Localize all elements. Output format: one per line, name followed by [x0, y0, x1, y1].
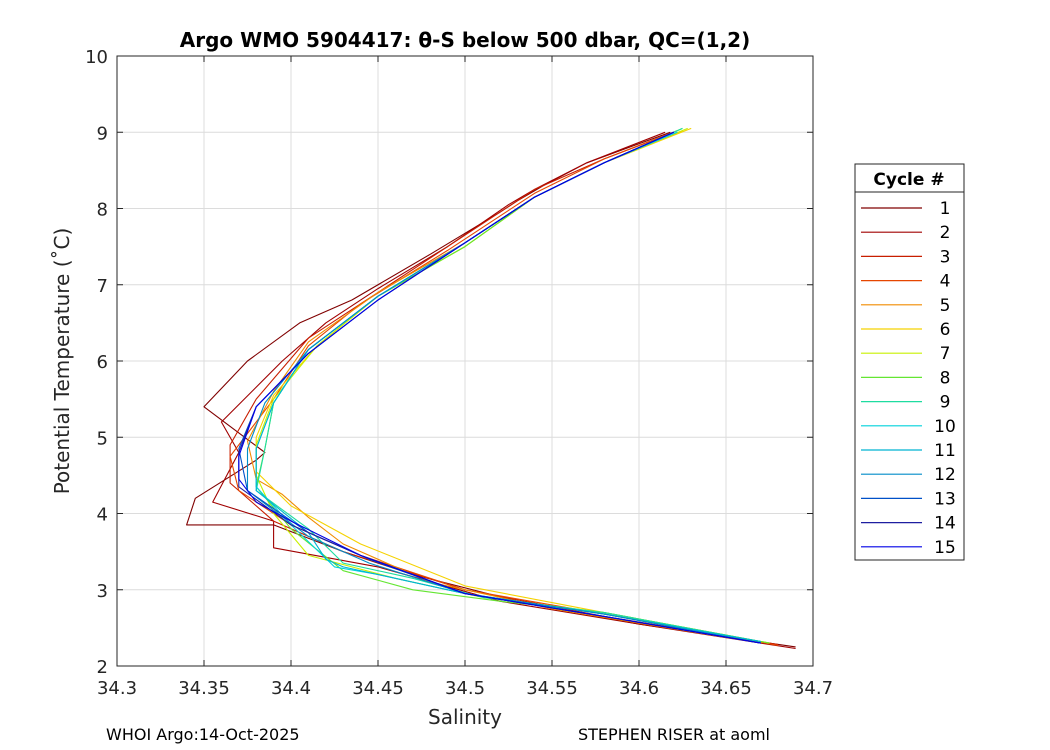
- legend-label: 10: [934, 417, 956, 437]
- legend-box: [854, 163, 965, 561]
- legend-label: 1: [940, 199, 951, 219]
- ticks: 34.3 34.35 34.4 34.45 34.5 34.55 34.6 34.65 34.7…: [85, 47, 833, 699]
- legend-label: 8: [940, 368, 951, 388]
- y-tick-label: 6: [97, 352, 108, 373]
- x-tick-label: 34.45: [352, 678, 404, 699]
- chart-title: Argo WMO 5904417: θ-S below 500 dbar, QC…: [180, 28, 750, 52]
- legend-label: 13: [934, 489, 956, 509]
- legend-label: 2: [940, 223, 951, 243]
- legend-label: 11: [934, 441, 956, 461]
- legend-label: 5: [940, 296, 951, 316]
- x-tick-label: 34.65: [700, 678, 752, 699]
- legend-label: 6: [940, 320, 951, 340]
- y-tick-label: 2: [97, 657, 108, 678]
- legend-label: 14: [934, 514, 956, 534]
- legend-title: Cycle #: [873, 170, 944, 190]
- series-line-cycle-15: [238, 131, 761, 644]
- x-tick-label: 34.55: [526, 678, 578, 699]
- y-tick-label: 10: [85, 47, 108, 68]
- y-tick-label: 3: [97, 581, 108, 602]
- x-tick-label: 34.7: [793, 678, 833, 699]
- x-tick-label: 34.3: [97, 678, 137, 699]
- footer-right: STEPHEN RISER at aoml: [578, 725, 770, 744]
- x-tick-label: 34.6: [619, 678, 659, 699]
- legend-label: 9: [940, 393, 951, 413]
- y-tick-label: 8: [97, 200, 108, 221]
- legend-label: 7: [940, 344, 951, 364]
- legend-label: 12: [934, 465, 956, 485]
- y-axis-label: Potential Temperature (˚C): [50, 228, 74, 495]
- legend-label: 15: [934, 538, 956, 558]
- series-layer: [186, 127, 796, 650]
- y-tick-label: 9: [97, 123, 108, 144]
- series-line-cycle-4: [229, 130, 779, 646]
- legend-label: 4: [940, 272, 951, 292]
- x-tick-label: 34.35: [178, 678, 230, 699]
- x-tick-label: 34.4: [271, 678, 311, 699]
- y-tick-label: 5: [97, 428, 108, 449]
- x-axis-label: Salinity: [428, 705, 502, 729]
- x-tick-label: 34.5: [445, 678, 485, 699]
- y-tick-label: 7: [97, 276, 108, 297]
- y-tick-label: 4: [97, 505, 108, 526]
- legend-label: 3: [940, 247, 951, 267]
- footer-left: WHOI Argo:14-Oct-2025: [106, 725, 300, 744]
